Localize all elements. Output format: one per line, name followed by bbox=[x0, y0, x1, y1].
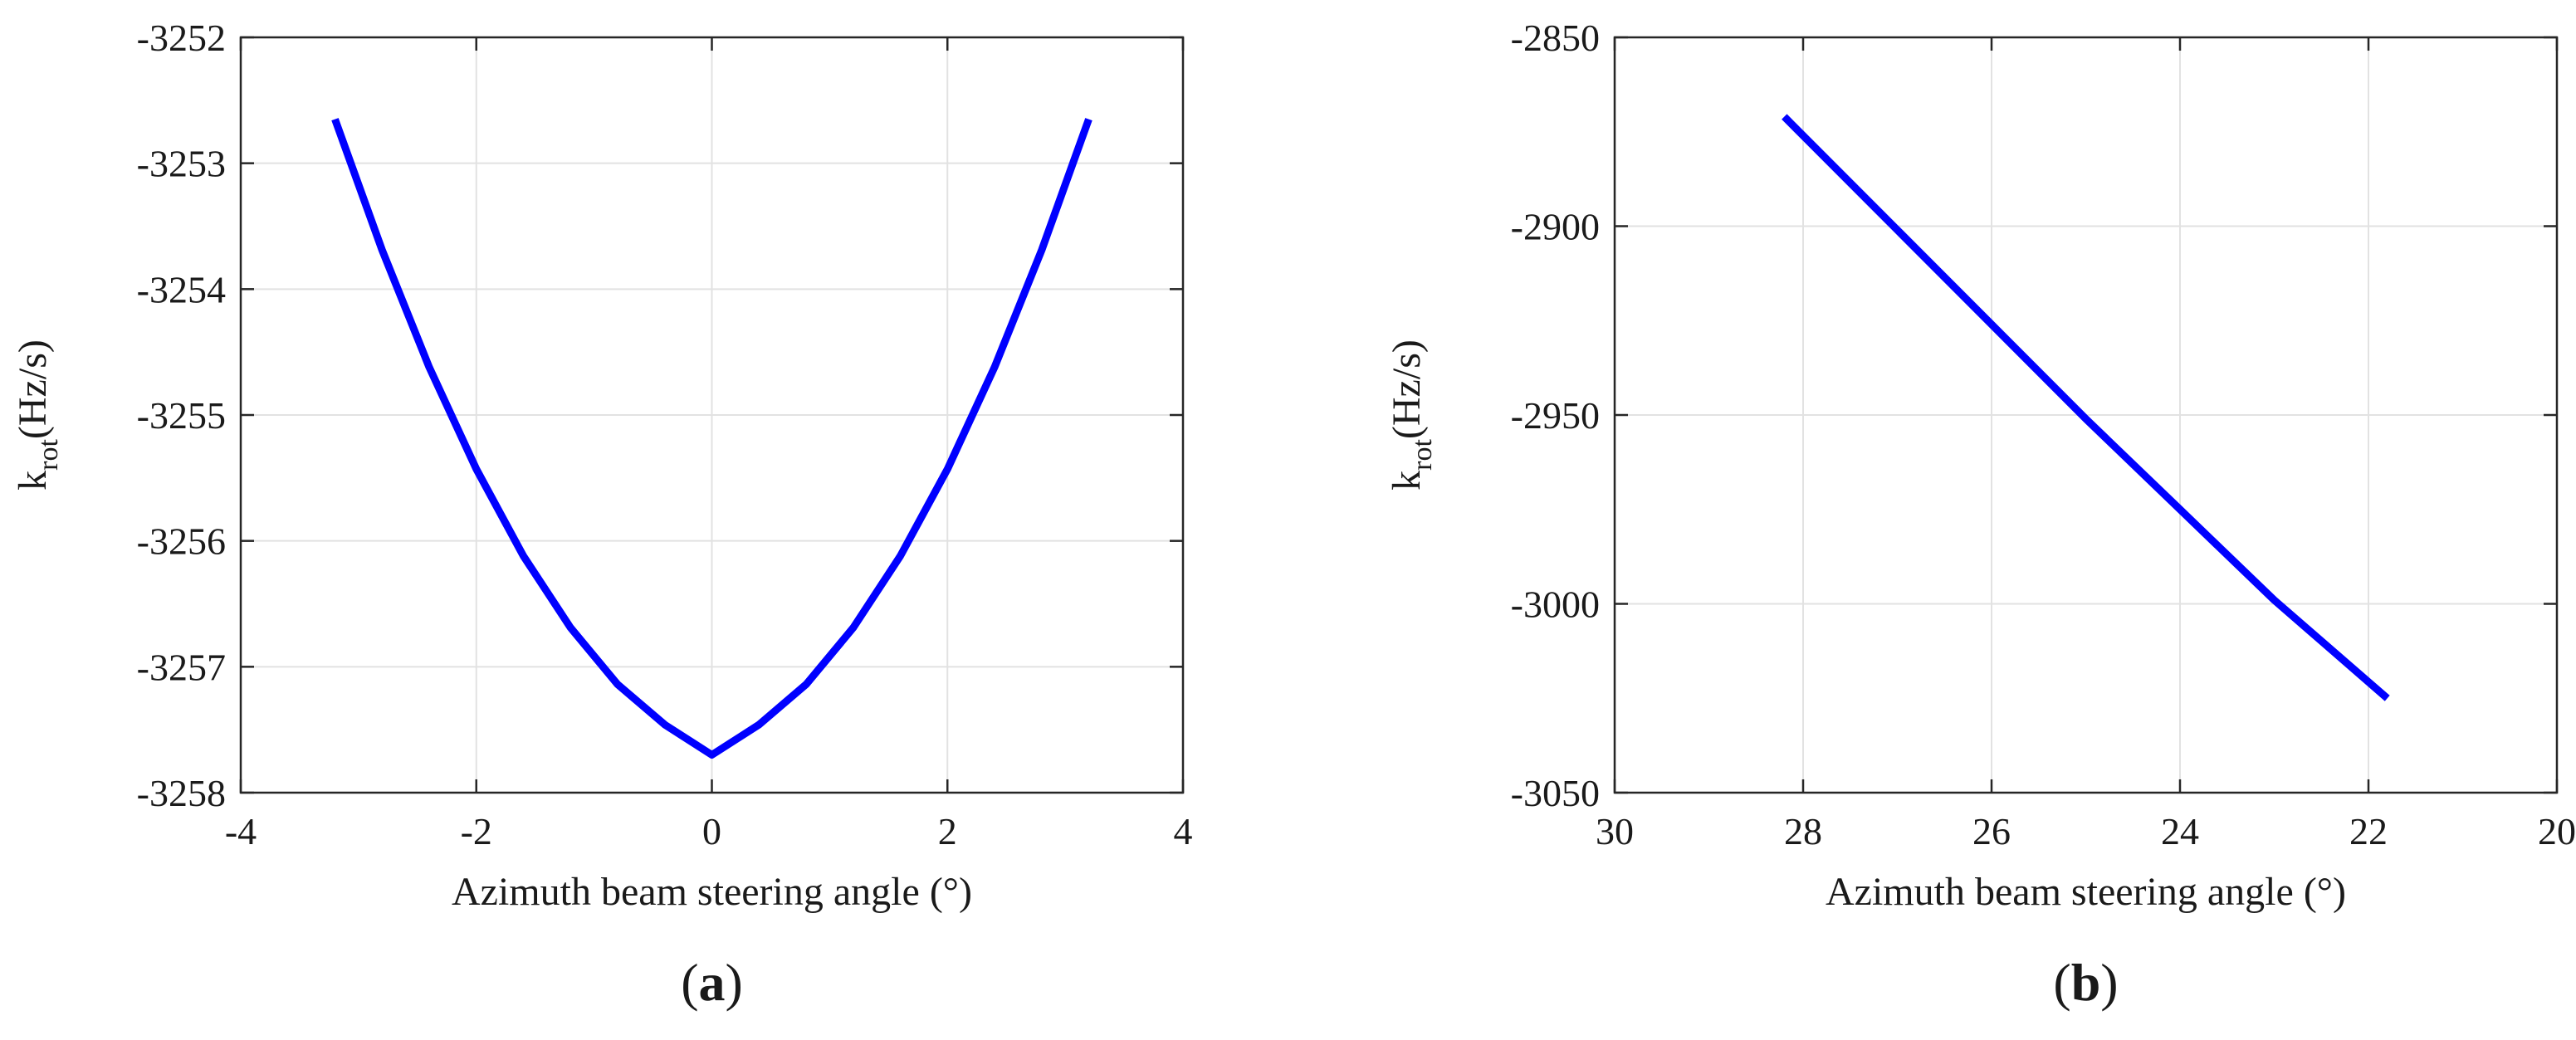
chart-panel-a: -4 -2 0 2 4 -3252-3253-3254-3255-3256-3257-3… bbox=[11, 17, 1193, 1012]
y-tick-label: -3252 bbox=[137, 17, 226, 59]
y-axis-label: krot(Hz/s) bbox=[1385, 339, 1438, 491]
x-tick-label: 26 bbox=[1972, 810, 2011, 852]
y-axis-label-unit: (Hz/s) bbox=[11, 339, 55, 439]
y-tick-label: -2850 bbox=[1511, 17, 1600, 59]
y-axis-label: krot(Hz/s) bbox=[11, 339, 64, 491]
x-tick-label: -2 bbox=[461, 810, 492, 852]
y-axis-label-main: k bbox=[1385, 471, 1429, 491]
y-tick-labels: -3252 -3253 -3254 -3255 -3256 -3257 -3258 bbox=[137, 17, 226, 814]
y-axis-label-unit: (Hz/s) bbox=[1385, 339, 1429, 439]
x-tick-label: -4 bbox=[225, 810, 257, 852]
y-tick-label: -2900 bbox=[1511, 206, 1600, 248]
y-tick-label: -3254 bbox=[137, 268, 226, 310]
x-tick-label: 22 bbox=[2349, 810, 2388, 852]
y-tick-label: -3253 bbox=[137, 143, 226, 185]
y-tick-label: -3256 bbox=[137, 520, 226, 563]
y-tick-label: -3000 bbox=[1511, 583, 1600, 626]
y-axis-label-subscript: rot bbox=[1407, 439, 1438, 471]
x-tick-label: 28 bbox=[1784, 810, 1822, 852]
x-tick-label: 0 bbox=[702, 810, 721, 852]
x-tick-label: 4 bbox=[1174, 810, 1193, 852]
tick-marks bbox=[1613, 36, 2559, 794]
y-axis-label-main: k bbox=[11, 471, 55, 491]
x-tick-label: 2 bbox=[938, 810, 957, 852]
x-axis-label: Azimuth beam steering angle (°) bbox=[1826, 870, 2346, 914]
x-axis-label: Azimuth beam steering angle (°) bbox=[452, 870, 972, 914]
series-line bbox=[1782, 114, 2390, 701]
y-tick-label: -3255 bbox=[137, 394, 226, 437]
y-tick-label: -3257 bbox=[137, 646, 226, 688]
x-tick-label: 24 bbox=[2161, 810, 2199, 852]
x-tick-label: 30 bbox=[1596, 810, 1634, 852]
chart-panel-b: 30 28 26 24 22 20 -2850 -2900 -2950 -3000 -3050 A… bbox=[1385, 17, 2576, 1012]
y-tick-label: -2950 bbox=[1511, 394, 1600, 437]
x-tick-labels: 30 28 26 24 22 20 bbox=[1596, 810, 2576, 852]
series-line bbox=[331, 118, 1092, 759]
panel-label: (a) bbox=[681, 953, 743, 1012]
y-tick-labels: -2850 -2900 -2950 -3000 -3050 bbox=[1511, 17, 1600, 814]
x-tick-labels: -4 -2 0 2 4 bbox=[225, 810, 1193, 852]
panel-label: (b) bbox=[2053, 953, 2118, 1012]
x-tick-label: 20 bbox=[2538, 810, 2576, 852]
y-axis-label-subscript: rot bbox=[33, 439, 64, 471]
gridlines bbox=[241, 37, 1183, 793]
tick-marks bbox=[239, 36, 1185, 794]
y-tick-label: -3258 bbox=[137, 772, 226, 814]
gridlines bbox=[1615, 37, 2557, 793]
y-tick-label: -3050 bbox=[1511, 772, 1600, 814]
